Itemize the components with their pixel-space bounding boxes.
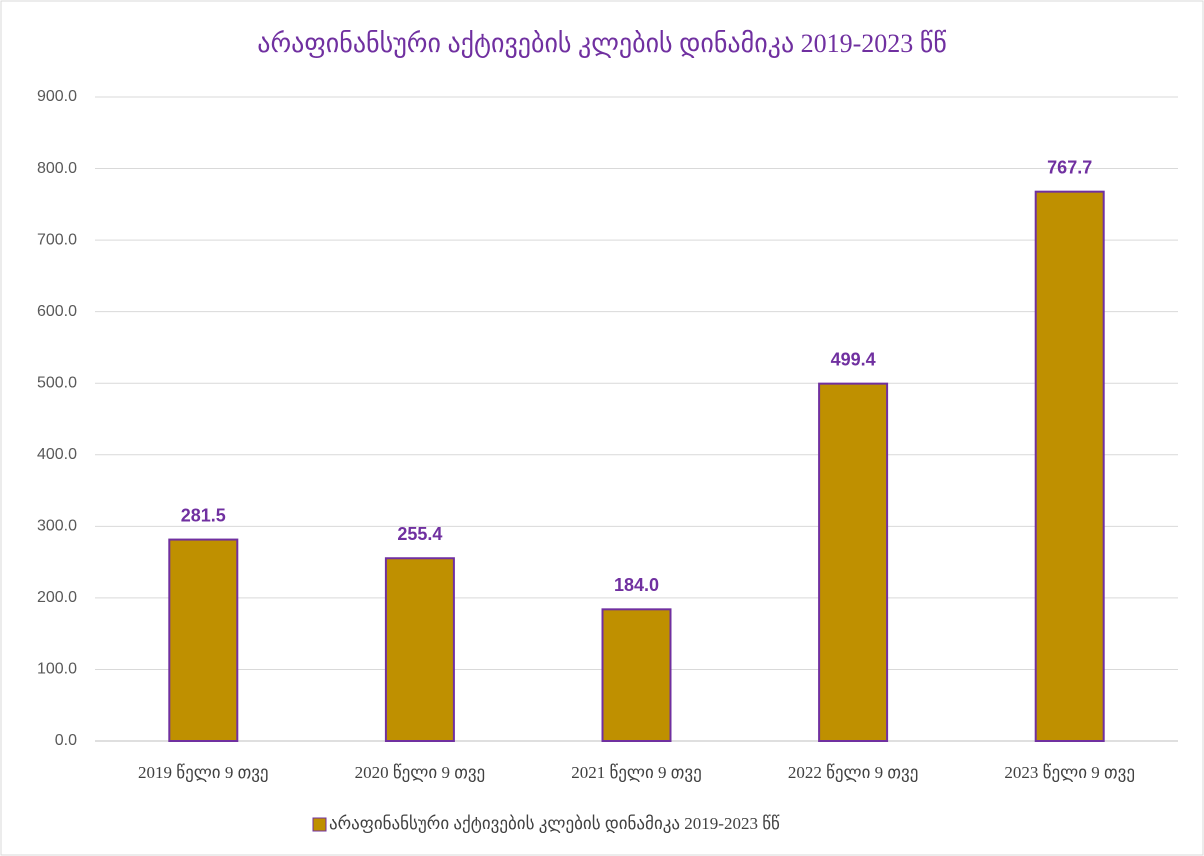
x-tick-label: 2020 წელი 9 თვე [355, 763, 486, 782]
data-label: 184.0 [614, 575, 659, 595]
x-tick-label: 2019 წელი 9 თვე [138, 763, 269, 782]
y-tick-label: 300.0 [37, 518, 77, 535]
x-tick-label: 2021 წელი 9 თვე [571, 763, 702, 782]
x-tick-label: 2023 წელი 9 თვე [1004, 763, 1135, 782]
y-tick-label: 0.0 [55, 732, 77, 749]
y-tick-label: 800.0 [37, 160, 77, 177]
data-label: 255.4 [397, 524, 442, 544]
y-tick-label: 400.0 [37, 446, 77, 463]
y-tick-label: 600.0 [37, 303, 77, 320]
bar [168, 538, 239, 742]
y-tick-label: 900.0 [37, 88, 77, 105]
bar [384, 557, 455, 743]
data-label: 499.4 [831, 349, 876, 369]
y-tick-label: 100.0 [37, 661, 77, 678]
chart-title: არაფინანსური აქტივების კლების დინამიკა 2… [257, 29, 946, 58]
bar [1034, 190, 1105, 742]
bar [601, 608, 672, 742]
bar [818, 382, 889, 742]
legend-label: არაფინანსური აქტივების კლების დინამიკა 2… [329, 814, 780, 833]
data-label: 281.5 [181, 505, 226, 525]
y-tick-label: 200.0 [37, 589, 77, 606]
y-tick-label: 500.0 [37, 374, 77, 391]
x-tick-label: 2022 წელი 9 თვე [788, 763, 919, 782]
y-tick-label: 700.0 [37, 231, 77, 248]
data-label: 767.7 [1047, 157, 1092, 177]
legend-swatch [312, 817, 327, 832]
